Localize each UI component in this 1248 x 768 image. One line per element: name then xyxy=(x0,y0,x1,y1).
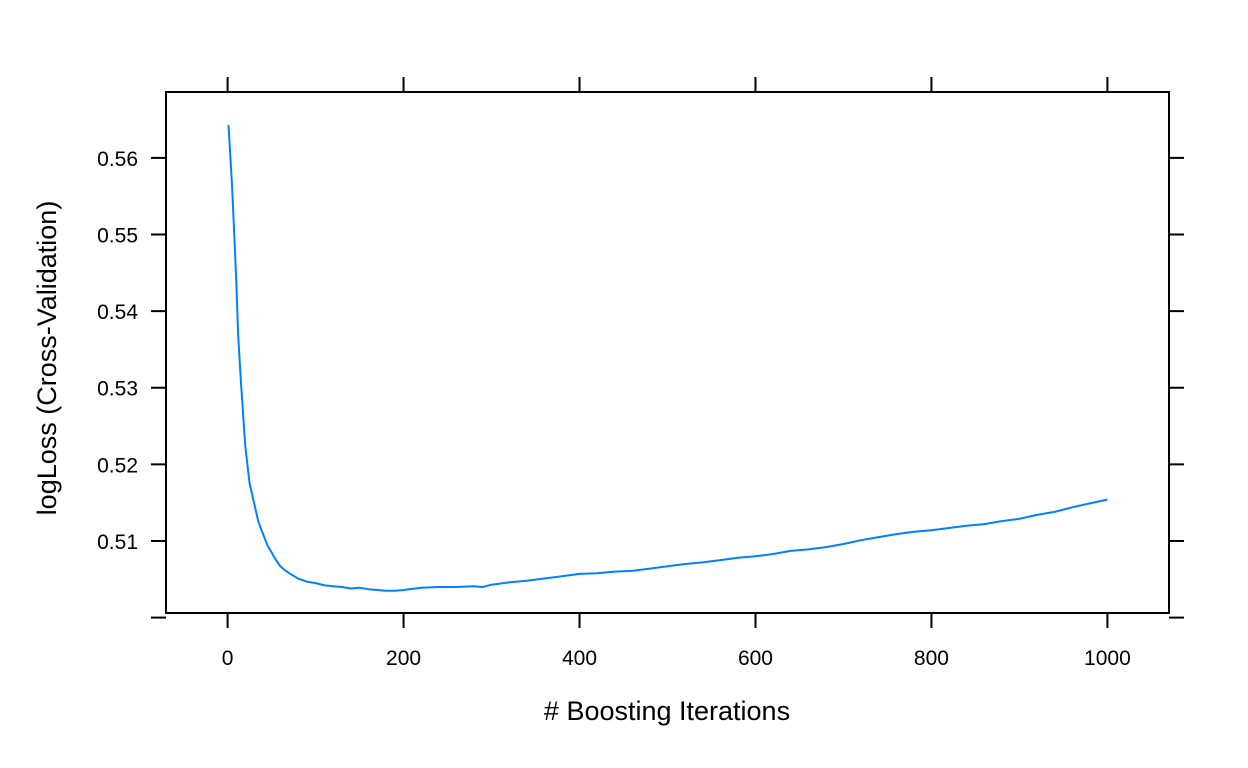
y-tick-label: 0.52 xyxy=(97,454,138,477)
x-tick-label: 0 xyxy=(222,647,234,670)
x-tick-label: 600 xyxy=(738,647,773,670)
y-tick-label: 0.53 xyxy=(97,378,138,401)
x-tick-label: 800 xyxy=(914,647,949,670)
x-tick-label: 400 xyxy=(562,647,597,670)
y-tick-label: 0.55 xyxy=(97,225,138,248)
series-layer xyxy=(227,124,1108,592)
y-tick-label: 0.54 xyxy=(97,301,138,324)
y-axis-title: logLoss (Cross-Validation) xyxy=(32,201,62,516)
y-tick-label: 0.56 xyxy=(97,148,138,171)
x-axis-title: # Boosting Iterations xyxy=(544,696,790,726)
x-tick-label: 1000 xyxy=(1084,647,1131,670)
plot-frame xyxy=(165,91,1170,614)
tick-labels: 0 200 400 600 800 1000 0.51 0.52 0.53 0.54 0.55 0.5… xyxy=(97,148,1131,670)
axis-ticks xyxy=(151,77,1184,628)
series-line xyxy=(227,124,1108,592)
x-tick-label: 200 xyxy=(386,647,421,670)
y-tick-label: 0.51 xyxy=(97,531,138,554)
